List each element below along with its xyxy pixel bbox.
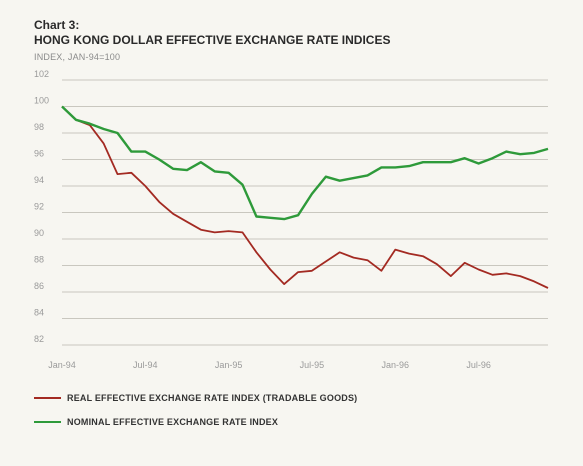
legend-swatch-real [34,397,61,399]
x-tick-label: Jul-95 [300,360,325,370]
chart-title: HONG KONG DOLLAR EFFECTIVE EXCHANGE RATE… [34,33,391,47]
chart-title-block: Chart 3: HONG KONG DOLLAR EFFECTIVE EXCH… [34,17,390,48]
y-tick-label: 98 [34,122,44,132]
series-line-nominal [61,105,549,221]
y-axis-ticks: 82 84 86 88 90 92 94 96 98 100 102 [34,69,49,344]
chart-number: Chart 3: [34,18,80,32]
y-tick-label: 92 [34,202,44,212]
y-tick-label: 96 [34,149,44,159]
x-tick-label: Jul-96 [466,360,491,370]
legend-item-real: REAL EFFECTIVE EXCHANGE RATE INDEX (TRAD… [34,388,357,408]
y-tick-label: 102 [34,69,49,79]
y-tick-label: 84 [34,308,44,318]
x-tick-label: Jul-94 [133,360,158,370]
y-tick-label: 82 [34,334,44,344]
y-tick-label: 100 [34,96,49,106]
x-tick-label: Jan-96 [381,360,409,370]
legend-item-nominal: NOMINAL EFFECTIVE EXCHANGE RATE INDEX [34,412,357,432]
y-tick-label: 86 [34,281,44,291]
legend: REAL EFFECTIVE EXCHANGE RATE INDEX (TRAD… [34,388,357,436]
x-tick-label: Jan-94 [48,360,76,370]
legend-label-real: REAL EFFECTIVE EXCHANGE RATE INDEX (TRAD… [67,393,358,403]
legend-swatch-nominal [34,421,61,423]
x-tick-label: Jan-95 [215,360,243,370]
y-tick-label: 88 [34,255,44,265]
chart-subtitle: INDEX, JAN-94=100 [34,52,121,62]
series-lines [61,105,549,289]
y-tick-label: 90 [34,228,44,238]
legend-label-nominal: NOMINAL EFFECTIVE EXCHANGE RATE INDEX [67,417,279,427]
series-line-real [61,105,549,289]
grid-lines [62,79,548,346]
y-tick-label: 94 [34,175,44,185]
x-axis-ticks: Jan-94 Jul-94 Jan-95 Jul-95 Jan-96 Jul-96 [48,360,491,370]
